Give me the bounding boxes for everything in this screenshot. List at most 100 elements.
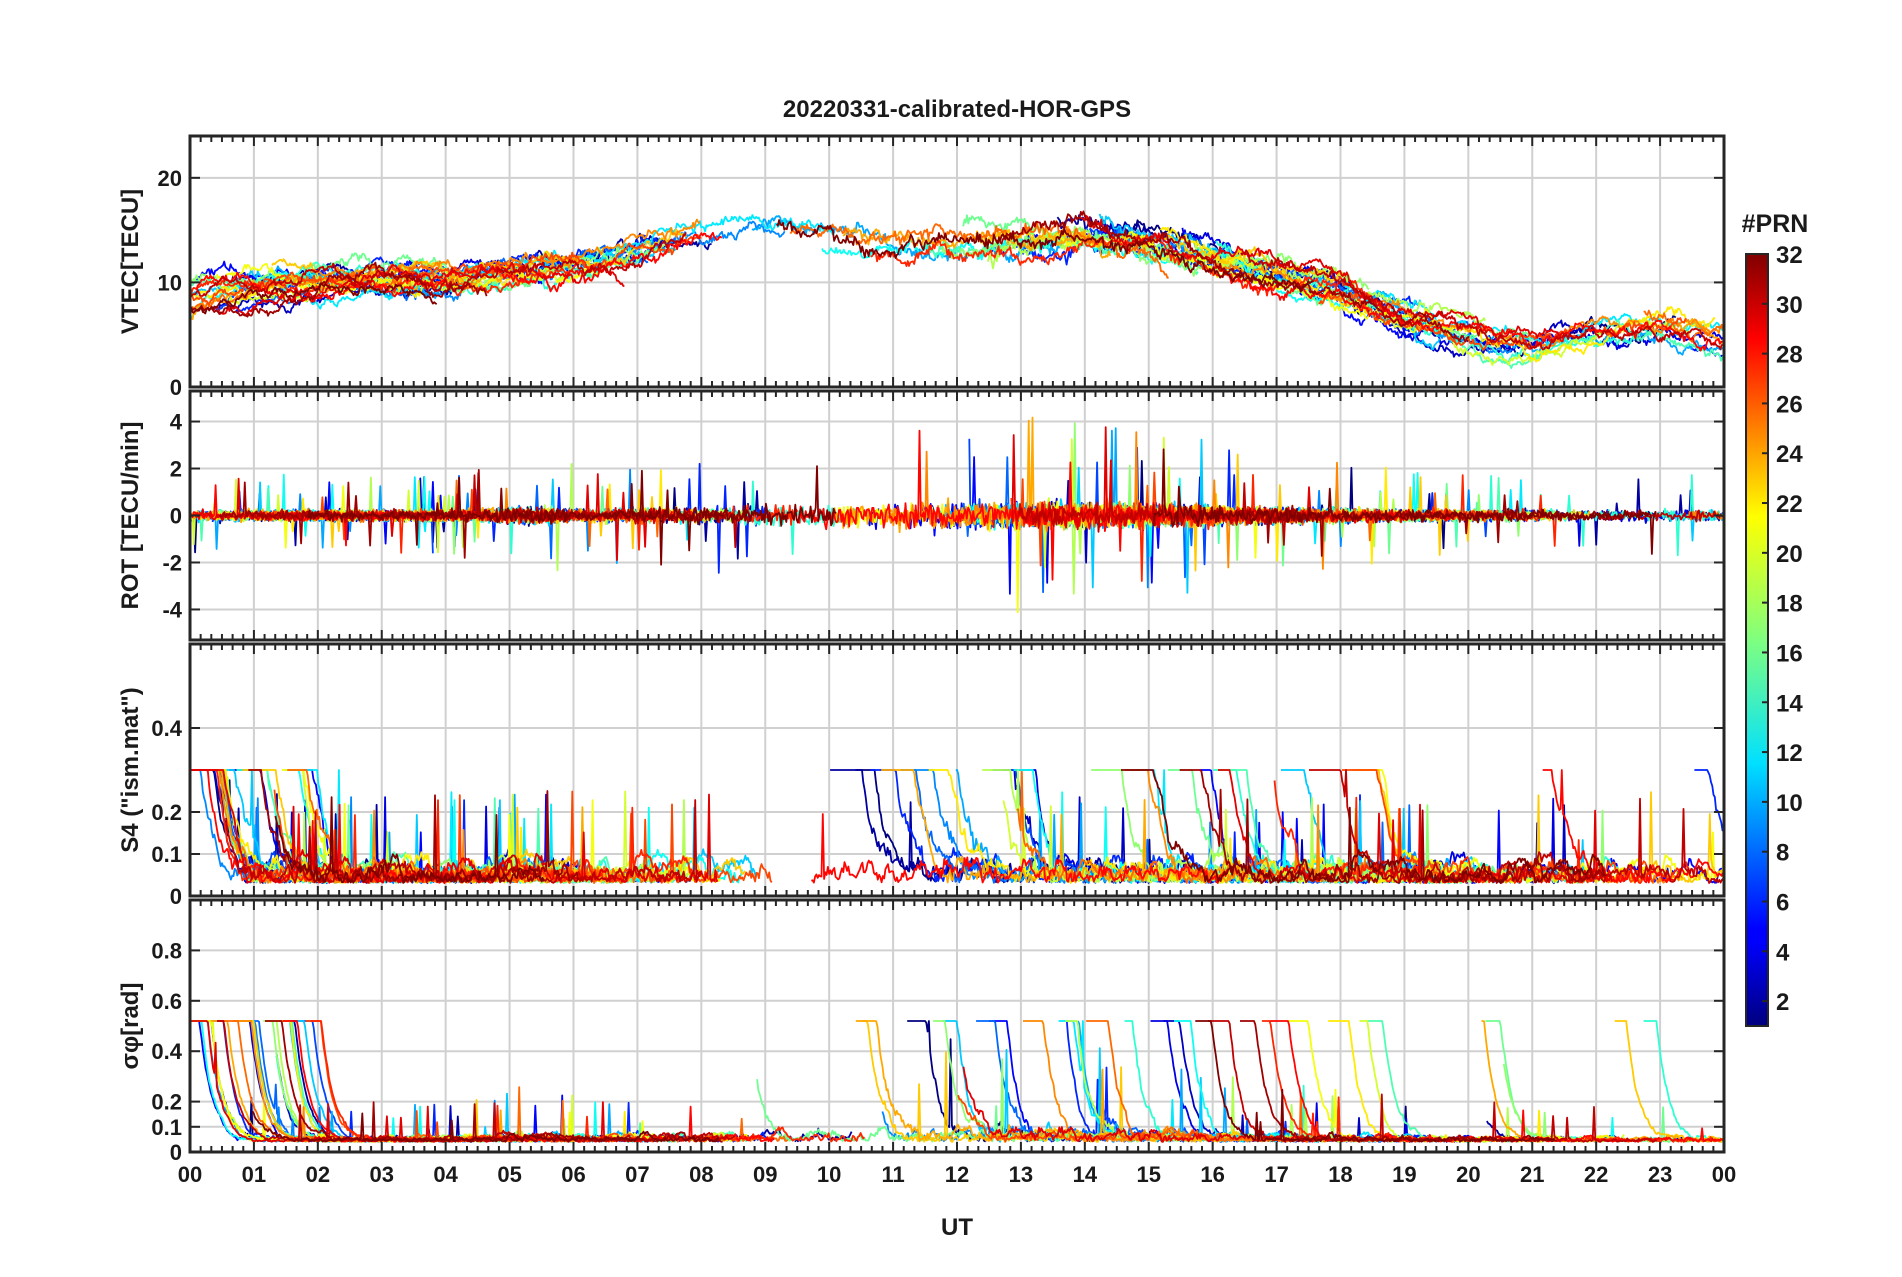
y-axis-label-rot: ROT [TECU/min] [117,422,144,610]
series-line-prn-30 [225,799,702,884]
series-line-prn-31 [1240,1020,1558,1143]
series-line-prn-27 [870,233,1391,314]
colorbar-tick-label: 28 [1776,342,1803,369]
series-line-prn-31 [995,210,1470,343]
x-tick-label: 22 [1584,1162,1608,1187]
y-tick-label: 20 [158,166,182,191]
chart-title: 20220331-calibrated-HOR-GPS [783,96,1131,123]
series-group [190,769,1724,885]
colorbar-tick-label: 14 [1776,690,1803,717]
colorbar-tick-label: 30 [1776,292,1803,319]
x-tick-label: 15 [1137,1162,1161,1187]
series-line-prn-32 [1195,1020,1556,1143]
y-tick-label: 0.2 [151,800,182,825]
colorbar-tick-label: 10 [1776,790,1803,817]
panel-vtec: 0 10 20 VTEC[TECU] [117,134,1726,400]
y-tick-label: 0.4 [151,1039,182,1064]
x-tick-label: 21 [1520,1162,1544,1187]
colorbar-tick-label: 12 [1776,740,1803,767]
series-line-prn-32 [190,282,438,315]
y-tick-label: 0.1 [151,842,182,867]
y-tick-label: 0 [170,1140,182,1165]
y-axis-label-vtec: VTEC[TECU] [117,189,144,334]
series-line-prn-26 [1010,471,1460,567]
series-line-prn-30 [1309,769,1724,884]
x-axis-label: UT [941,1214,973,1241]
x-tick-label: 00 [1712,1162,1736,1187]
x-tick-label: 04 [433,1162,458,1187]
x-tick-label: 05 [497,1162,521,1187]
colorbar-tick-label: 16 [1776,640,1803,667]
series-line-prn-32 [775,219,1314,293]
colorbar-label: #PRN [1742,210,1809,238]
colorbar-tick-label: 22 [1776,491,1803,518]
series-line-prn-32 [1121,769,1607,884]
colorbar-tick-label: 32 [1776,242,1803,269]
colorbar-tick-label: 4 [1776,939,1790,966]
x-tick-label: 20 [1456,1162,1480,1187]
colorbar-tick-label: 2 [1776,989,1789,1016]
y-tick-label: 4 [170,410,183,435]
x-tick-label: 08 [689,1162,713,1187]
series-line-prn-32 [274,796,545,884]
series-line-prn-32 [307,465,837,566]
y-tick-label: 0.2 [151,1090,182,1115]
y-tick-label: 10 [158,270,182,295]
series-group [190,1020,1724,1143]
x-tick-label: 18 [1328,1162,1352,1187]
x-tick-label: 03 [370,1162,394,1187]
series-line-prn-6 [1694,769,1724,833]
y-tick-label: 0.6 [151,989,182,1014]
panel-rot: -4 -2 0 2 4 ROT [TECU/min] [117,389,1726,642]
y-axis-label-sigma_phi: σφ[rad] [117,983,144,1070]
series-line-prn-31 [1179,769,1605,884]
x-tick-label: 01 [242,1162,266,1187]
x-tick-label: 11 [881,1162,904,1187]
colorbar-tick-label: 8 [1776,840,1789,867]
y-tick-label: -4 [162,597,182,622]
x-tick-label: 06 [561,1162,585,1187]
colorbar-tick-label: 20 [1776,541,1803,568]
series-line-prn-28 [195,231,723,305]
colorbar-gradient [1745,253,1769,1027]
series-line-prn-28 [1542,769,1724,884]
series-line-prn-28 [811,813,1228,884]
y-tick-label: 0 [170,884,182,909]
series-line-prn-29 [190,769,719,884]
x-tick-label: 23 [1648,1162,1672,1187]
colorbar-tick-label: 24 [1776,441,1803,468]
x-tick-label: 16 [1200,1162,1224,1187]
panel-sigma_phi: 00.10.2 0.4 0.6 0.8 σφ[rad] [117,898,1726,1165]
x-tick-label: 07 [625,1162,649,1187]
series-line-prn-30 [1240,249,1724,351]
colorbar-tick-label: 18 [1776,591,1803,618]
y-axis-label-s4: S4 ("ism.mat") [117,687,144,852]
y-tick-label: 0.8 [151,938,182,963]
panel-s4: 0 0.1 0.2 0.4 S4 ("ism.mat") [117,642,1726,909]
colorbar-tick-label: 6 [1776,889,1789,916]
x-tick-label: 19 [1392,1162,1416,1187]
y-tick-label: 2 [170,457,182,482]
y-tick-label: -2 [162,550,182,575]
y-tick-label: 0 [170,504,182,529]
y-tick-label: 0 [170,375,182,400]
series-line-prn-32 [251,1110,720,1143]
x-tick-label: 02 [306,1162,330,1187]
x-tick-label: 12 [945,1162,969,1187]
x-tick-label: 17 [1264,1162,1288,1187]
x-tick-label: 14 [1073,1162,1098,1187]
series-group [190,210,1724,370]
series-line-prn-27 [1273,780,1690,884]
colorbar-tick-label: 26 [1776,391,1803,418]
x-tick-label: 00 [178,1162,202,1187]
x-tick-label: 10 [817,1162,841,1187]
x-tick-label: 13 [1009,1162,1033,1187]
series-group [190,416,1724,614]
y-tick-label: 0.1 [151,1115,182,1140]
series-line-prn-31 [190,261,488,318]
series-line-prn-30 [190,232,687,298]
series-line-prn-32 [1152,448,1657,555]
y-tick-label: 0.4 [151,716,182,741]
